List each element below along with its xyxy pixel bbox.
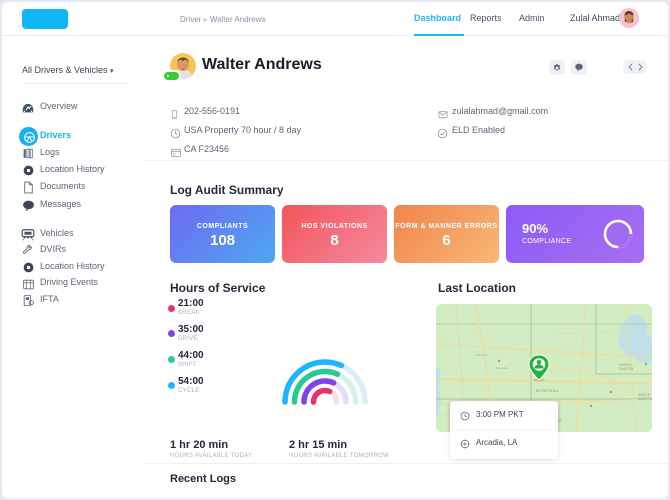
svg-text:MONTANA: MONTANA xyxy=(536,388,559,393)
svg-text:DAKOTA: DAKOTA xyxy=(619,367,634,371)
svg-text:DAKOTA: DAKOTA xyxy=(638,397,652,401)
svg-text:Kalispell: Kalispell xyxy=(476,353,488,357)
svg-text:Missoula: Missoula xyxy=(496,366,508,370)
